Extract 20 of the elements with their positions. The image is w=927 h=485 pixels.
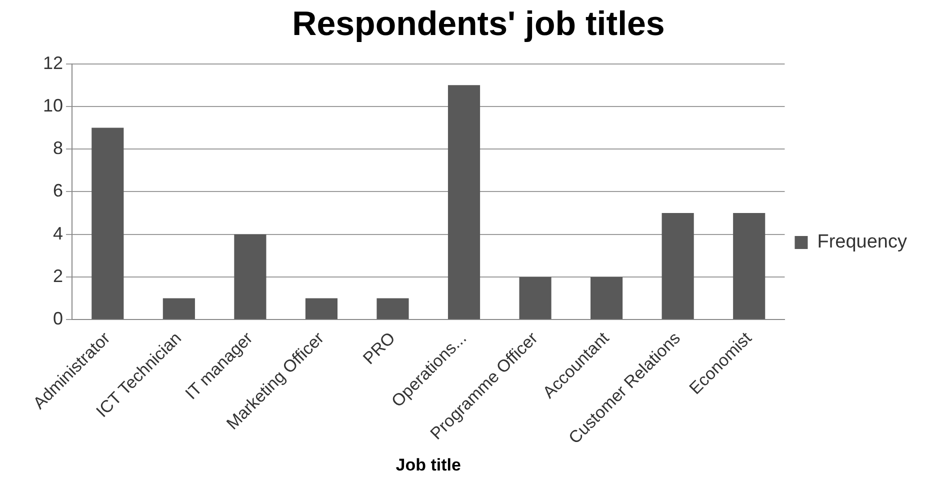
bar (305, 298, 338, 320)
y-tick-label: 10 (42, 95, 64, 116)
x-axis-title: Job title (396, 455, 461, 474)
chart-title: Respondents' job titles (292, 4, 665, 43)
bar (92, 128, 124, 320)
y-tick-label: 2 (53, 266, 64, 286)
bar (234, 234, 266, 320)
bar (376, 298, 409, 320)
legend-label: Frequency (817, 232, 908, 253)
bar (448, 85, 480, 320)
bar (733, 213, 766, 320)
y-tick-label: 12 (42, 52, 64, 73)
bar (662, 213, 694, 320)
bar (590, 276, 623, 320)
y-tick-label: 6 (53, 180, 64, 201)
y-tick-label: 4 (53, 223, 64, 244)
y-tick-label: 8 (53, 138, 64, 158)
bar (519, 276, 552, 320)
y-tick-label: 0 (53, 308, 64, 329)
bar (162, 298, 195, 320)
